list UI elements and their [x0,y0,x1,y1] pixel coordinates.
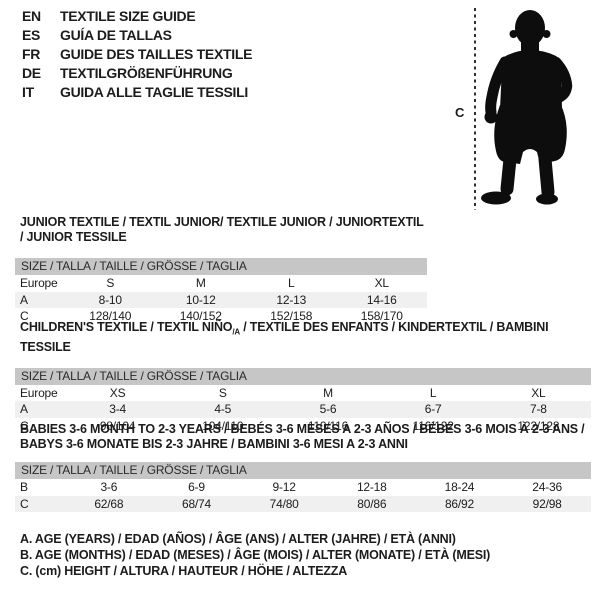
language-code: EN [22,8,41,24]
footnote-a: A. AGE (YEARS) / EDAD (AÑOS) / ÂGE (ANS)… [20,532,456,546]
junior-size-table: Europe S M L XL A 8-10 10-12 12-13 14-16 C 128/140 1… [15,275,427,325]
size-band: SIZE / TALLA / TAILLE / GRÖSSE / TAGLIA [15,258,427,275]
size-cell: XS [109,385,126,400]
size-cell: M [323,385,333,400]
language-code: DE [22,65,41,81]
table-row: Europe XS S M L XL [15,385,591,402]
size-cell: 3-4 [109,402,126,417]
size-cell: 5-6 [319,402,337,417]
row-label: C [20,309,29,324]
size-cell: 6-7 [424,402,442,417]
size-cell: 122/128 [517,418,560,433]
size-band: SIZE / TALLA / TAILLE / GRÖSSE / TAGLIA [15,367,591,385]
size-cell: S [218,385,227,400]
size-cell: 62/68 [94,496,124,511]
size-cell: 140/152 [179,309,222,324]
size-cell: 12-18 [356,480,387,495]
language-title: GUÍA DE TALLAS [60,27,172,43]
size-cell: 116/122 [412,418,454,433]
size-cell: 110/116 [307,418,349,433]
size-cell: 12-13 [276,292,307,307]
babies-size-table: B 3-6 6-9 9-12 12-18 18-24 24-36 C 62/68 68/74 74/… [15,479,591,512]
size-cell: L [288,276,295,291]
footnotes: A. AGE (YEARS) / EDAD (AÑOS) / ÂGE (ANS)… [20,531,490,579]
language-row-es: ES GUÍA DE TALLAS [22,26,252,45]
size-cell: 74/80 [269,496,299,511]
size-cell: 92/98 [532,496,562,511]
table-title: BABIES 3-6 MONTH TO 2-3 YEARS / BEBÉS 3-… [20,422,585,451]
size-cell: XL [374,276,389,291]
language-row-fr: FR GUIDE DES TAILLES TEXTILE [22,45,252,64]
table-row: C 98/104 104/110 110/116 116/122 122/128 [15,418,591,435]
language-title: GUIDE DES TAILLES TEXTILE [60,46,253,62]
language-list: EN TEXTILE SIZE GUIDE ES GUÍA DE TALLAS … [22,7,252,102]
row-label: B [20,480,28,495]
size-cell: 104/110 [202,418,244,433]
footnote-b: B. AGE (MONTHS) / EDAD (MESES) / ÂGE (MO… [20,548,491,562]
language-row-it: IT GUIDA ALLE TAGLIE TESSILI [22,83,252,102]
size-cell: M [195,276,206,291]
size-cell: 7-8 [530,402,547,417]
size-cell: 158/170 [360,309,403,324]
size-cell: 9-12 [272,480,296,495]
table-row: A 3-4 4-5 5-6 6-7 7-8 [15,401,591,418]
size-cell: 152/158 [270,309,313,324]
row-label: C [20,496,29,511]
size-cell: 14-16 [366,292,397,307]
table-title: JUNIOR TEXTILE / TEXTIL JUNIOR/ TEXTILE … [20,215,424,244]
table-row: C 62/68 68/74 74/80 80/86 86/92 92/98 [15,495,591,512]
table-row: C 128/140 140/152 152/158 158/170 [15,308,427,325]
row-label: Europe [20,385,58,400]
language-code: ES [22,27,41,43]
size-cell: 24-36 [532,480,562,495]
size-cell: 68/74 [181,496,211,511]
junior-textile-section: JUNIOR TEXTILE / TEXTIL JUNIOR/ TEXTILE … [15,215,427,325]
table-row: Europe S M L XL [15,275,427,292]
language-code: FR [22,46,41,62]
table-row: B 3-6 6-9 9-12 12-18 18-24 24-36 [15,479,591,496]
row-label: C [20,418,29,433]
language-code: IT [22,84,34,100]
size-cell: 80/86 [357,496,387,511]
language-row-en: EN TEXTILE SIZE GUIDE [22,7,252,26]
size-cell: 3-6 [100,480,118,495]
children-textile-section: CHILDREN'S TEXTILE / TEXTIL NIÑO/A / TEX… [15,320,591,434]
language-title: TEXTILE SIZE GUIDE [60,8,196,24]
babies-textile-section: BABIES 3-6 MONTH TO 2-3 YEARS / BEBÉS 3-… [15,422,591,512]
table-row: A 8-10 10-12 12-13 14-16 [15,291,427,308]
size-band: SIZE / TALLA / TAILLE / GRÖSSE / TAGLIA [15,462,591,479]
size-cell: L [429,385,437,400]
measure-label-c: C [455,105,465,120]
row-label: A [20,402,28,417]
row-label: A [20,292,28,307]
size-cell: XL [531,385,546,400]
children-size-table: Europe XS S M L XL A 3-4 4-5 5-6 6-7 7-8 C 98/104 104/… [15,385,591,435]
footnote-c: C. (cm) HEIGHT / ALTURA / HAUTEUR / HÖHE… [20,564,348,578]
language-row-de: DE TEXTILGRÖßENFÜHRUNG [22,64,252,83]
size-cell: 6-9 [188,480,205,495]
toddler-silhouette-image [474,8,573,210]
language-title: GUIDA ALLE TAGLIE TESSILI [60,84,248,100]
size-cell: 18-24 [444,480,475,495]
size-cell: 128/140 [89,309,132,324]
size-cell: 8-10 [98,292,122,307]
size-cell: 98/104 [99,418,136,433]
language-title: TEXTILGRÖßENFÜHRUNG [60,65,233,81]
size-cell: 86/92 [444,496,474,511]
size-cell: 10-12 [185,292,216,307]
size-cell: S [106,276,115,291]
table-title: CHILDREN'S TEXTILE / TEXTIL NIÑO/A / TEX… [20,320,549,354]
size-cell: 4-5 [214,402,232,417]
row-label: Europe [20,276,58,291]
